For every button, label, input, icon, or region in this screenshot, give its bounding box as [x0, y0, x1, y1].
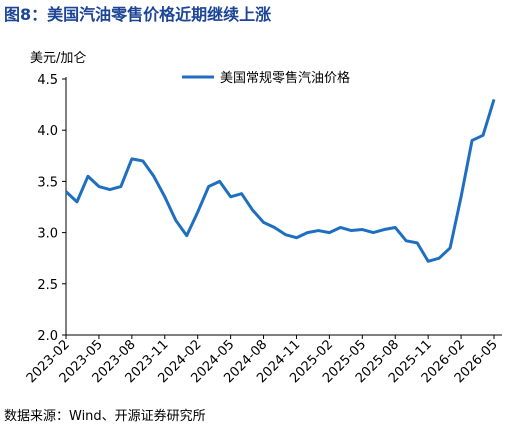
- y-tick-label: 3.0: [37, 227, 58, 242]
- legend-label: 美国常规零售汽油价格: [220, 70, 350, 86]
- y-tick-label: 2.0: [37, 329, 58, 344]
- y-axis-label: 美元/加仑: [30, 51, 86, 66]
- y-tick-label: 4.0: [37, 124, 58, 139]
- chart-title: 图8：美国汽油零售价格近期继续上涨: [4, 5, 271, 24]
- source-note: 数据来源：Wind、开源证券研究所: [4, 408, 206, 424]
- y-tick-label: 4.5: [37, 73, 58, 88]
- y-tick-label: 3.5: [37, 175, 58, 190]
- y-tick-label: 2.5: [37, 278, 58, 293]
- line-series: [64, 99, 496, 263]
